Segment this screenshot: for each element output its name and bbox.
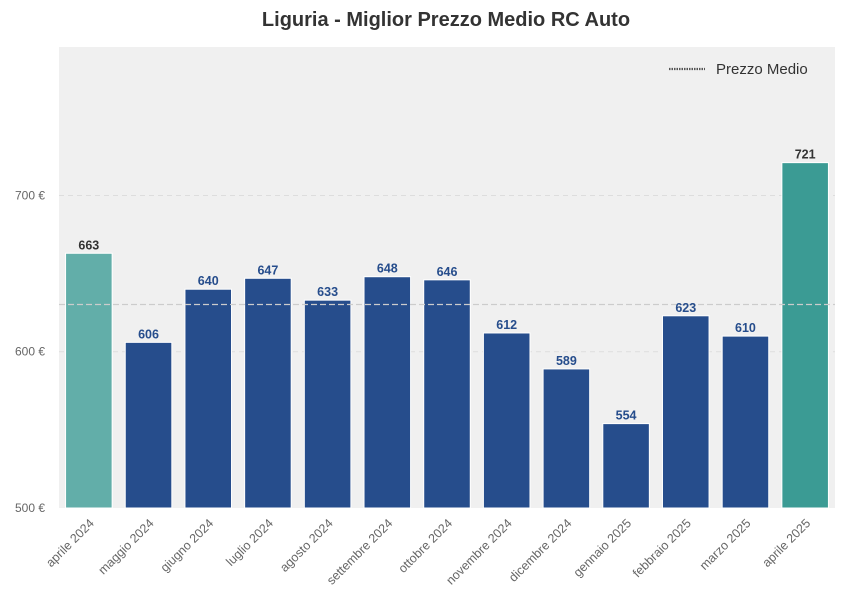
bar bbox=[65, 252, 113, 509]
x-tick-label: marzo 2025 bbox=[697, 516, 754, 573]
y-tick-label: 700 € bbox=[15, 188, 45, 202]
bar bbox=[781, 162, 829, 509]
bar bbox=[244, 277, 292, 509]
legend-label: Prezzo Medio bbox=[716, 61, 808, 78]
data-label: 554 bbox=[616, 409, 637, 423]
data-label: 610 bbox=[735, 321, 756, 335]
data-label: 646 bbox=[437, 265, 458, 279]
bar bbox=[423, 279, 471, 509]
data-label: 623 bbox=[675, 301, 696, 315]
data-label: 633 bbox=[317, 285, 338, 299]
x-tick-label: aprile 2024 bbox=[43, 516, 97, 570]
x-tick-label: giugno 2024 bbox=[158, 516, 217, 575]
bar bbox=[542, 368, 591, 509]
bar bbox=[602, 423, 650, 509]
data-label: 589 bbox=[556, 354, 577, 368]
y-axis: 500 € 600 € 700 € bbox=[15, 188, 45, 515]
x-tick-label: agosto 2024 bbox=[277, 516, 336, 575]
bar bbox=[303, 299, 352, 509]
legend: Prezzo Medio bbox=[669, 61, 808, 78]
x-tick-label: dicembre 2024 bbox=[506, 516, 574, 584]
bar bbox=[124, 341, 173, 509]
y-tick-label: 600 € bbox=[15, 345, 45, 359]
data-label: 612 bbox=[496, 318, 517, 332]
data-label: 647 bbox=[257, 263, 278, 277]
data-label: 606 bbox=[138, 327, 159, 341]
y-tick-label: 500 € bbox=[15, 501, 45, 515]
bar bbox=[482, 332, 531, 509]
x-tick-label: luglio 2024 bbox=[223, 516, 276, 569]
data-label: 648 bbox=[377, 262, 398, 276]
bars bbox=[65, 162, 829, 509]
x-tick-label: febbraio 2025 bbox=[630, 516, 694, 580]
bar bbox=[363, 276, 412, 509]
x-tick-label: maggio 2024 bbox=[96, 516, 157, 577]
data-label: 721 bbox=[795, 148, 816, 162]
bar bbox=[721, 335, 770, 509]
x-tick-label: gennaio 2025 bbox=[571, 516, 635, 580]
bar bbox=[661, 315, 710, 509]
data-labels: 663 606 640 647 633 648 646 612 589 554 623 610 721 bbox=[78, 148, 815, 423]
data-label: 663 bbox=[78, 238, 99, 252]
data-label: 640 bbox=[198, 274, 219, 288]
chart-title: Liguria - Miglior Prezzo Medio RC Auto bbox=[262, 9, 630, 31]
x-tick-label: ottobre 2024 bbox=[396, 516, 456, 576]
x-tick-label: aprile 2025 bbox=[760, 516, 814, 570]
bar bbox=[184, 288, 233, 509]
